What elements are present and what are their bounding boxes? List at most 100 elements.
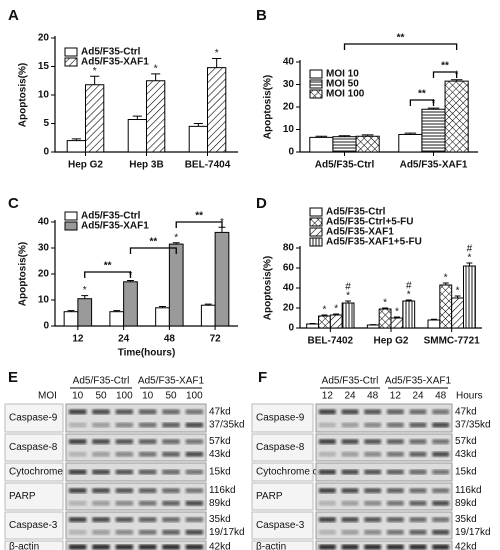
- bar: [85, 84, 105, 153]
- row-name: Caspase-8: [9, 442, 58, 453]
- blot-band: [185, 409, 203, 415]
- error-bar: [172, 242, 180, 245]
- group-label: Ad5/F35-Ctrl: [73, 376, 130, 387]
- blot-band: [319, 451, 336, 457]
- band-size: 19/17kd: [455, 527, 491, 538]
- band-size: 37/35kd: [455, 420, 491, 431]
- blot-band: [432, 488, 449, 494]
- error-bar: [127, 280, 134, 282]
- blot-band: [185, 422, 203, 428]
- bar: [398, 133, 423, 153]
- significance-mark: #: [406, 281, 412, 292]
- error-bar: [430, 318, 437, 320]
- y-tick-label: 40: [38, 217, 50, 228]
- bar: [309, 136, 334, 153]
- row-name-box: [4, 511, 64, 540]
- blot-band: [115, 451, 133, 457]
- blot-band: [364, 451, 381, 457]
- blot-band: [387, 488, 404, 494]
- blot-band: [387, 517, 404, 523]
- lane-axis-label: MOI: [38, 391, 57, 402]
- row-name: Caspase-9: [256, 413, 305, 424]
- bar: [127, 119, 147, 153]
- error-bar: [333, 313, 340, 315]
- panel-label: E: [8, 369, 18, 386]
- blot-strip: [65, 433, 207, 462]
- bar: [200, 304, 216, 327]
- blot-band: [115, 439, 133, 445]
- blot-band: [139, 469, 157, 475]
- blot-band: [162, 544, 180, 550]
- blot-band: [185, 517, 203, 523]
- bar: [168, 243, 184, 327]
- bar: [63, 311, 79, 327]
- error-bar: [159, 306, 166, 308]
- blot-band: [92, 409, 110, 415]
- significance-bracket: [129, 247, 177, 254]
- row-name-box: [4, 462, 64, 482]
- error-bar: [132, 115, 142, 120]
- row-name-box: [4, 482, 64, 511]
- blot-band: [162, 488, 180, 494]
- blot-band: [139, 500, 157, 506]
- y-tick-label: 30: [38, 243, 50, 254]
- x-tick-label: 24: [118, 334, 130, 345]
- lane-label: 24: [412, 391, 424, 402]
- significance-mark: #: [467, 244, 473, 255]
- blot-band: [139, 544, 157, 550]
- lane-label: 10: [142, 391, 154, 402]
- error-bar: [442, 282, 449, 285]
- legend-label: MOI 50: [326, 79, 359, 90]
- lane-label: 100: [116, 391, 133, 402]
- y-tick-label: 0: [288, 323, 294, 334]
- bracket-label: **: [441, 61, 449, 72]
- bar: [188, 125, 208, 153]
- error-bar: [345, 300, 352, 303]
- row-name-box: [251, 462, 314, 482]
- bracket-label: **: [397, 33, 405, 44]
- error-bar: [315, 135, 328, 138]
- legend-swatch: [309, 207, 323, 217]
- group-label: Ad5/F35-XAF1: [138, 376, 205, 387]
- blot-band: [139, 422, 157, 428]
- blot-band: [387, 451, 404, 457]
- blot-band: [341, 451, 359, 457]
- bar: [329, 314, 343, 329]
- blot-band: [432, 517, 449, 523]
- error-bar: [193, 123, 203, 127]
- significance-mark: *: [444, 273, 448, 284]
- blot-band: [432, 500, 449, 506]
- blot-band: [432, 529, 449, 535]
- legend-swatch: [309, 89, 323, 99]
- y-tick-label: 0: [43, 321, 49, 332]
- band-size: 35kd: [209, 514, 231, 525]
- significance-mark: *: [215, 48, 219, 59]
- band-size: 42kd: [455, 542, 477, 550]
- significance-mark: *: [346, 291, 350, 302]
- blot-band: [162, 517, 180, 523]
- y-tick-label: 5: [43, 118, 49, 129]
- blot-band: [139, 451, 157, 457]
- error-bar: [71, 138, 81, 141]
- band-size: 37/35kd: [209, 420, 245, 431]
- blot-strip: [315, 462, 453, 482]
- y-axis-label: Apoptosis(%): [18, 63, 29, 127]
- blot-band: [69, 451, 87, 457]
- blot-band: [69, 439, 87, 445]
- blot-band: [92, 488, 110, 494]
- blot-band: [92, 517, 110, 523]
- blot-band: [319, 529, 336, 535]
- bar: [77, 298, 93, 327]
- x-tick-label: 48: [164, 334, 176, 345]
- blot-band: [364, 409, 381, 415]
- band-size: 89kd: [209, 498, 231, 509]
- blot-band: [409, 517, 427, 523]
- blot-band: [387, 500, 404, 506]
- y-tick-label: 0: [288, 147, 294, 158]
- bar: [155, 307, 170, 327]
- bar: [378, 308, 392, 329]
- error-bar: [450, 79, 463, 82]
- bracket-label: **: [418, 89, 426, 100]
- error-bar: [454, 295, 461, 298]
